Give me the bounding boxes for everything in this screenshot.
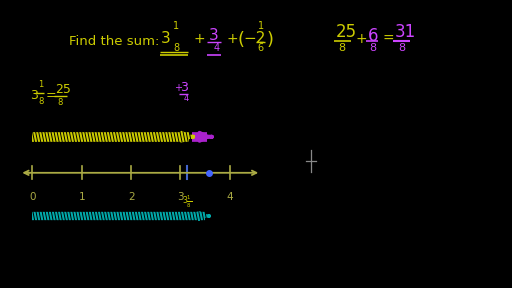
Text: 6: 6 [258,43,264,52]
Text: 4: 4 [227,192,233,202]
Text: 8: 8 [369,43,376,52]
Text: 1: 1 [38,80,43,90]
Text: 25: 25 [55,83,71,96]
Text: 3: 3 [180,81,188,94]
Text: −2: −2 [244,31,266,46]
Text: +: + [356,32,368,46]
Text: 1: 1 [258,21,264,31]
Text: 6: 6 [368,27,378,45]
Text: =: = [46,88,57,102]
Text: ): ) [266,31,273,49]
Text: 4: 4 [214,43,220,52]
Text: Find the sum:: Find the sum: [69,35,160,48]
Text: +: + [226,32,238,46]
Text: 4: 4 [183,94,188,103]
Text: 2: 2 [128,192,134,202]
Text: 3: 3 [30,88,37,102]
Text: 0: 0 [29,192,35,202]
Text: +: + [174,83,182,93]
Text: +: + [194,32,205,46]
Text: 3: 3 [161,31,171,46]
Text: 25: 25 [335,23,356,41]
Text: 3: 3 [209,29,219,43]
Text: 8: 8 [173,43,179,52]
Text: 8: 8 [38,97,43,106]
Text: =: = [383,32,395,46]
Text: 8: 8 [338,43,345,52]
Text: 8: 8 [398,43,406,52]
Text: $3\frac{1}{8}$: $3\frac{1}{8}$ [182,194,192,210]
Text: 31: 31 [394,23,416,41]
Text: 1: 1 [78,192,85,202]
Text: 8: 8 [58,98,63,107]
Text: (: ( [238,31,245,49]
Text: 1: 1 [173,21,179,31]
Text: 3: 3 [177,192,184,202]
